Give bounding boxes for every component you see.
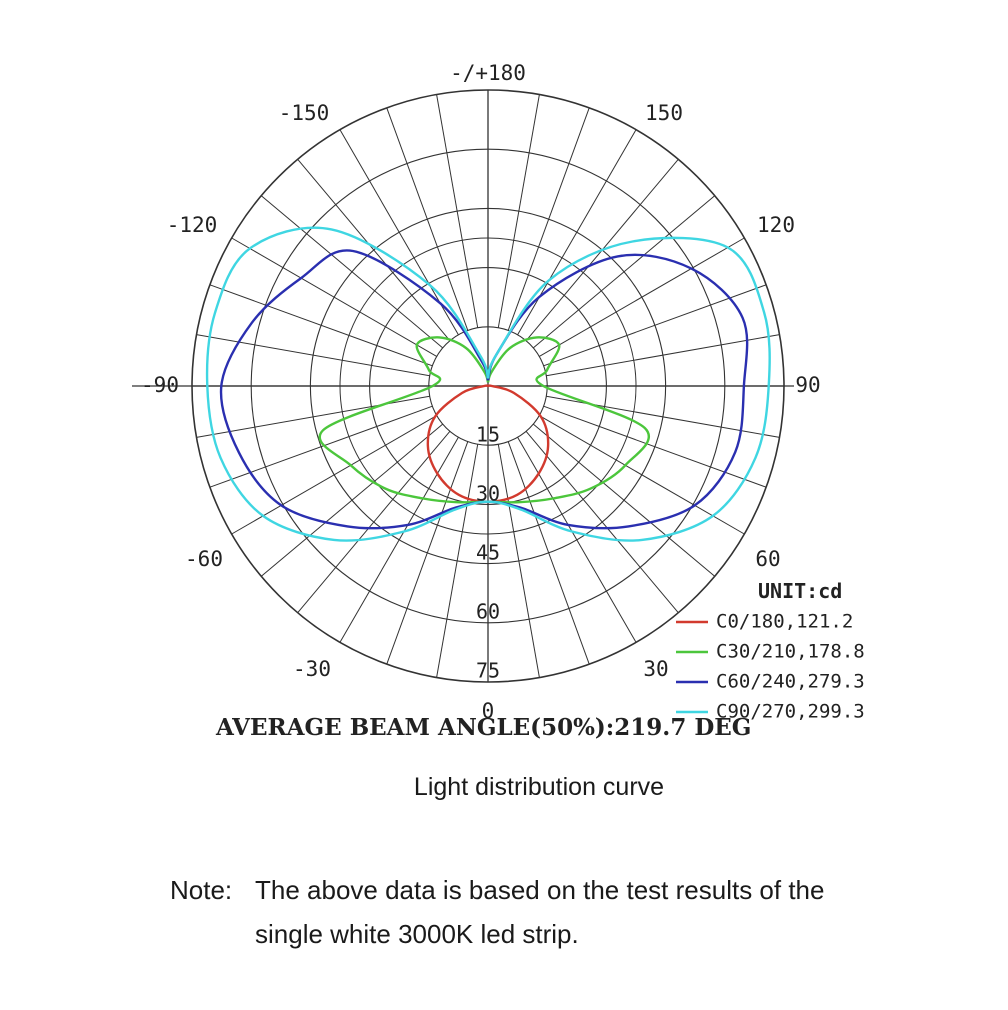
grid-spoke: [436, 444, 479, 678]
grid-spoke: [196, 334, 430, 377]
grid-spoke: [507, 107, 590, 331]
angle-label: -30: [293, 657, 331, 681]
grid-spoke: [539, 415, 745, 535]
grid-spoke: [497, 444, 540, 678]
grid-spoke: [532, 195, 716, 349]
beam-angle-text: AVERAGE BEAM ANGLE(50%):219.7 DEG: [215, 714, 751, 741]
angle-label: 60: [755, 547, 780, 571]
grid-spoke: [546, 395, 780, 438]
angle-labels: -/+180 150 120 90 60 30 0 -30 -60 -90 -120 -150: [141, 61, 821, 723]
angle-label: 0: [482, 699, 495, 723]
unit-label: UNIT:cd: [758, 579, 842, 603]
grid-spoke: [386, 107, 469, 331]
radial-tick-labels: 15 30 45 60 75: [476, 423, 500, 683]
grid-spoke: [539, 237, 745, 357]
angle-label: -90: [141, 373, 179, 397]
radial-tick-label: 15: [476, 423, 500, 447]
chart-caption: Light distribution curve: [413, 773, 665, 801]
grid-spoke: [231, 237, 437, 357]
grid-spoke: [231, 415, 437, 535]
legend-label: C60/240,279.3: [716, 671, 865, 693]
grid-spoke: [532, 423, 716, 577]
radial-tick-label: 75: [476, 659, 500, 683]
series-curve: [205, 226, 771, 542]
grid-spoke: [297, 430, 451, 614]
grid-spoke: [297, 158, 451, 342]
grid-spoke: [436, 94, 479, 328]
grid-spoke: [517, 129, 637, 335]
note-line-1: The above data is based on the test resu…: [255, 875, 825, 905]
angle-label: 90: [795, 373, 820, 397]
grid-spoke: [209, 405, 433, 488]
grid-spoke: [525, 430, 679, 614]
radial-tick-label: 30: [476, 482, 500, 506]
note-line-2: single white 3000K led strip.: [255, 919, 579, 949]
radial-tick-label: 45: [476, 541, 500, 565]
grid-spoke: [507, 441, 590, 665]
angle-label: -/+180: [450, 61, 526, 85]
grid-spoke: [546, 334, 780, 377]
angle-label: 30: [643, 657, 668, 681]
angle-label: -120: [167, 213, 218, 237]
legend-label: C30/210,178.8: [716, 641, 865, 663]
grid-spoke: [339, 437, 459, 643]
grid-spoke: [543, 405, 767, 488]
legend: UNIT:cd C0/180,121.2 C30/210,178.8 C60/240…: [676, 579, 865, 723]
grid-spoke: [209, 284, 433, 367]
grid-spoke: [260, 423, 444, 577]
grid-spoke: [517, 437, 637, 643]
grid-spoke: [196, 395, 430, 438]
note: Note: The above data is based on the test…: [170, 868, 960, 956]
grid-spoke: [497, 94, 540, 328]
note-label: Note:: [170, 875, 233, 905]
radial-tick-label: 60: [476, 600, 500, 624]
legend-label: C90/270,299.3: [716, 701, 865, 723]
polar-grid: [132, 89, 794, 683]
angle-label: -60: [185, 547, 223, 571]
polar-chart: -/+180 150 120 90 60 30 0 -30 -60 -90 -120 -150 15 3…: [132, 61, 865, 741]
grid-spoke: [386, 441, 469, 665]
curves: [205, 226, 771, 542]
legend-label: C0/180,121.2: [716, 611, 853, 633]
angle-label: 150: [645, 101, 683, 125]
grid-spoke: [543, 284, 767, 367]
grid-spoke: [260, 195, 444, 349]
angle-label: 120: [757, 213, 795, 237]
angle-label: -150: [279, 101, 330, 125]
